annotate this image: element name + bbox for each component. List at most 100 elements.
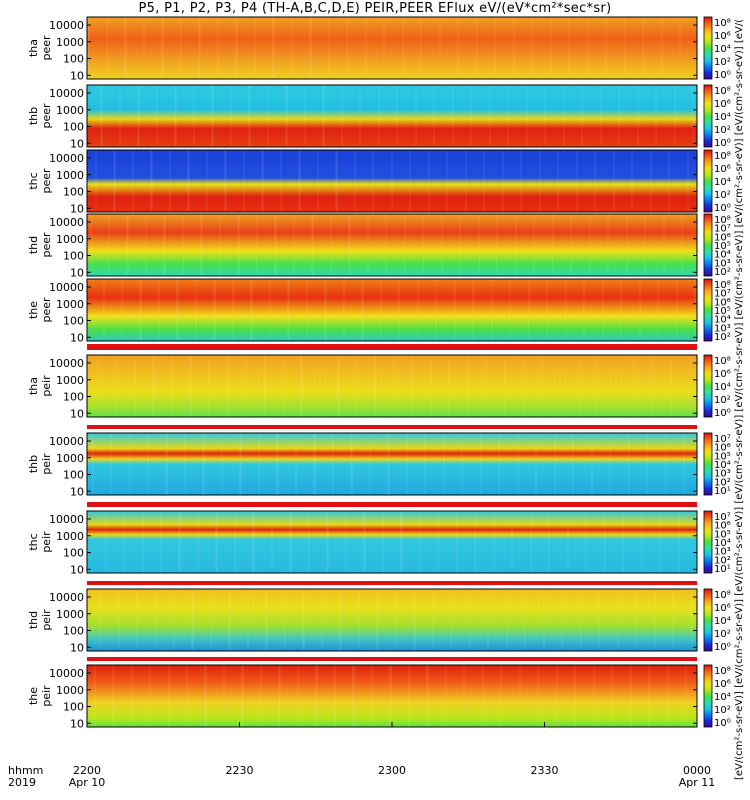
y-tick-label: 1000 bbox=[56, 452, 84, 465]
panel-label-top: thd bbox=[27, 236, 40, 254]
spectrogram-texture bbox=[494, 17, 496, 79]
spectrogram-texture bbox=[432, 589, 434, 651]
y-tick-label: 10000 bbox=[49, 435, 84, 448]
data-gap-bar bbox=[87, 502, 697, 507]
time-axis-label: hhmm bbox=[8, 764, 43, 777]
spectrogram-texture bbox=[165, 433, 167, 495]
spectrogram-texture bbox=[502, 150, 504, 212]
spectrogram-texture bbox=[377, 589, 379, 651]
spectrogram-texture bbox=[184, 433, 186, 495]
spectrogram-texture bbox=[422, 214, 424, 276]
panel-label-bottom: peir bbox=[40, 531, 53, 553]
spectrogram-texture bbox=[136, 589, 138, 651]
spectrogram-texture bbox=[585, 511, 587, 573]
spectrogram-texture bbox=[611, 665, 613, 727]
spectrogram-texture bbox=[661, 17, 663, 79]
spectrogram-texture bbox=[358, 589, 360, 651]
spectrogram-texture bbox=[426, 665, 428, 727]
spectrogram-texture bbox=[110, 433, 112, 495]
spectrogram-texture bbox=[539, 150, 541, 212]
spectrogram-texture bbox=[223, 665, 225, 727]
spectrogram-texture bbox=[321, 589, 323, 651]
colorbar-tick-label: 10⁶ bbox=[714, 603, 731, 614]
spectrogram-texture bbox=[158, 279, 160, 341]
spectrogram-texture bbox=[668, 150, 670, 212]
spectrogram-texture bbox=[243, 150, 245, 212]
spectrogram-texture bbox=[581, 85, 583, 147]
spectrogram-texture bbox=[408, 665, 410, 727]
spectrogram-panel: 10 100 1000 10000 tha peir 10⁸ 10⁶ 10⁴ 10² 10⁰ bbox=[27, 354, 731, 420]
spectrogram-texture bbox=[114, 150, 116, 212]
spectrogram-texture bbox=[195, 279, 197, 341]
colorbar-tick-label: 10⁷ bbox=[714, 512, 731, 523]
y-tick-label: 1000 bbox=[56, 104, 84, 117]
y-tick-label: 1000 bbox=[56, 233, 84, 246]
spectrogram-texture bbox=[312, 214, 314, 276]
spectrogram-texture bbox=[199, 17, 201, 79]
spectrogram-image bbox=[87, 665, 697, 727]
y-tick-label: 10000 bbox=[49, 87, 84, 100]
spectrogram-texture bbox=[672, 589, 674, 651]
colorbar bbox=[703, 588, 713, 652]
spectrogram-texture bbox=[298, 150, 300, 212]
y-tick-label: 10000 bbox=[49, 591, 84, 604]
colorbar-tick-label: 10² bbox=[714, 125, 731, 136]
spectrogram-texture bbox=[163, 214, 165, 276]
spectrogram-texture bbox=[124, 17, 126, 79]
spectrogram-texture bbox=[258, 433, 260, 495]
spectrogram-texture bbox=[482, 665, 484, 727]
spectrogram-texture bbox=[644, 214, 646, 276]
y-tick-label: 10 bbox=[70, 137, 84, 150]
spectrogram-texture bbox=[267, 85, 269, 147]
x-tick-date: Apr 10 bbox=[69, 776, 106, 789]
spectrogram-texture bbox=[626, 214, 628, 276]
spectrogram-texture bbox=[657, 279, 659, 341]
spectrogram-texture bbox=[323, 85, 325, 147]
spectrogram-texture bbox=[605, 17, 607, 79]
spectrogram-texture bbox=[378, 85, 380, 147]
spectrogram-image bbox=[87, 85, 697, 147]
y-tick-label: 1000 bbox=[56, 684, 84, 697]
spectrogram-texture bbox=[396, 85, 398, 147]
spectrogram-texture bbox=[271, 511, 273, 573]
spectrogram-texture bbox=[131, 665, 133, 727]
spectrogram-texture bbox=[522, 355, 524, 417]
spectrogram-texture bbox=[594, 150, 596, 212]
spectrogram-texture bbox=[443, 433, 445, 495]
spectrogram-texture bbox=[665, 433, 667, 495]
spectrogram-texture bbox=[188, 150, 190, 212]
spectrogram-texture bbox=[456, 511, 458, 573]
spectrogram-texture bbox=[609, 433, 611, 495]
spectrogram-texture bbox=[278, 665, 280, 727]
spectrogram-texture bbox=[424, 433, 426, 495]
spectrogram-texture bbox=[470, 85, 472, 147]
spectrogram-texture bbox=[414, 589, 416, 651]
spectrogram-texture bbox=[280, 150, 282, 212]
panel-label-bottom: peer bbox=[40, 168, 53, 194]
spectrogram-texture bbox=[356, 355, 358, 417]
spectrogram-texture bbox=[125, 17, 127, 79]
spectrogram-texture bbox=[528, 279, 530, 341]
spectrogram-texture bbox=[513, 17, 515, 79]
colorbar-tick-label: 10⁶ bbox=[714, 679, 731, 690]
spectrogram-texture bbox=[556, 665, 558, 727]
y-tick-label: 100 bbox=[63, 315, 84, 328]
spectrogram-texture bbox=[452, 85, 454, 147]
time-axis-year: 2019 bbox=[8, 776, 36, 789]
spectrogram-texture bbox=[217, 17, 219, 79]
spectrogram-texture bbox=[406, 433, 408, 495]
spectrogram-texture bbox=[337, 355, 339, 417]
colorbar-tick-label: 10³ bbox=[714, 547, 731, 558]
colorbar-tick-label: 10⁵ bbox=[714, 306, 731, 317]
y-tick-label: 100 bbox=[63, 701, 84, 714]
colorbar-tick-label: 10² bbox=[714, 267, 731, 278]
spectrogram-texture bbox=[266, 589, 268, 651]
spectrogram-texture bbox=[654, 589, 656, 651]
spectrogram-panel: 10 100 1000 10000 thc peer 10⁸ 10⁶ 10⁴ 10² 10⁰ bbox=[27, 149, 731, 215]
spectrogram-texture bbox=[604, 511, 606, 573]
spectrogram-texture bbox=[190, 355, 192, 417]
spectrogram-texture bbox=[402, 17, 404, 79]
colorbar bbox=[703, 510, 713, 574]
spectrogram-texture bbox=[193, 85, 195, 147]
spectrogram-texture bbox=[275, 214, 277, 276]
